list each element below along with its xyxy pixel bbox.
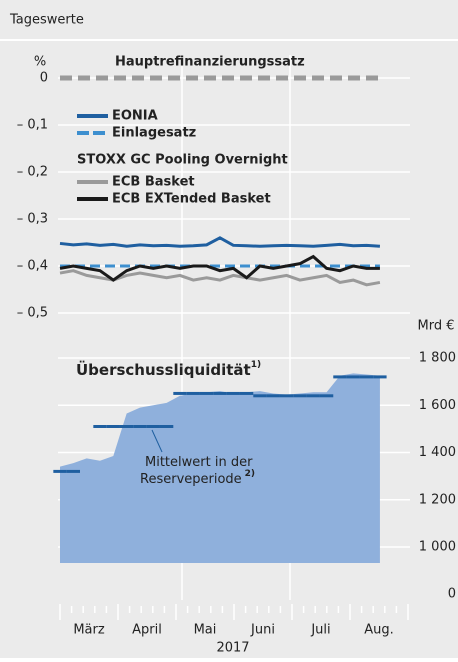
x-tick-label: Juni	[250, 623, 275, 638]
x-axis-label: 2017	[216, 641, 249, 656]
annotation: Überschussliquidität1)	[76, 360, 261, 379]
y-tick-label: – 0,3	[17, 212, 48, 227]
y2-tick-label: 1 400	[419, 445, 456, 460]
y-tick-label: – 0,1	[17, 118, 48, 133]
annotation-note: 1)	[251, 360, 261, 370]
legend-label: ECB EXTended Basket	[112, 192, 271, 207]
line	[59, 254, 380, 282]
x-tick-label: April	[132, 623, 162, 638]
annotation: Mittelwert in der Reserveperiode 2)	[140, 455, 255, 487]
y-axis-label: %	[34, 55, 46, 70]
legend-label: Einlagesatz	[112, 126, 196, 141]
y2-tick-label: 1 000	[419, 540, 456, 555]
legend-label: ECB Basket	[112, 175, 195, 190]
y2-tick-label: 0	[448, 587, 456, 602]
y2-tick-label: 1 200	[419, 492, 456, 507]
line	[59, 236, 381, 248]
annotation-text: Mittelwert in der	[145, 455, 253, 470]
y2-tick-label: 1 800	[419, 351, 456, 366]
x-tick-label: Aug.	[364, 623, 394, 638]
y-tick-label: – 0,2	[17, 165, 48, 180]
x-tick-label: März	[73, 623, 105, 638]
y-tick-label: – 0,4	[17, 259, 48, 274]
y-tick-label: – 0,5	[17, 306, 48, 321]
annotation-text: Überschussliquidität	[76, 360, 251, 379]
header-title: Tageswerte	[9, 13, 84, 28]
legend-label: Hauptrefinanzierungssatz	[115, 55, 305, 70]
x-tick-label: Juli	[310, 623, 330, 638]
area	[60, 373, 380, 563]
y2-axis-label: Mrd €	[418, 319, 455, 334]
x-tick-label: Mai	[194, 623, 217, 638]
annotation-text: Reserveperiode	[140, 472, 242, 487]
legend-group: STOXX GC Pooling Overnight	[77, 153, 288, 168]
leader-line	[151, 429, 163, 453]
y2-tick-label: 1 600	[419, 398, 456, 413]
annotation-note: 2)	[245, 469, 255, 479]
y-tick-label: 0	[40, 71, 48, 86]
legend-label: EONIA	[112, 109, 158, 124]
